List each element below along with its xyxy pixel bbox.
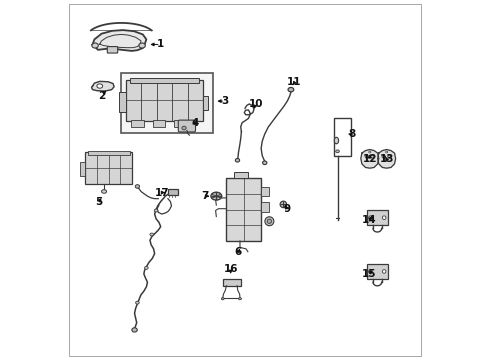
Polygon shape [378,149,395,168]
Text: 14: 14 [362,215,376,225]
Text: 12: 12 [363,154,377,164]
Ellipse shape [280,201,287,208]
Bar [153,120,166,127]
Text: 13: 13 [379,154,394,164]
Bar [367,264,388,279]
Ellipse shape [221,298,224,300]
Bar [223,279,241,286]
Bar [80,162,85,176]
Bar [88,150,130,155]
Ellipse shape [101,190,107,193]
Text: 5: 5 [95,197,102,207]
Bar [120,92,126,112]
FancyBboxPatch shape [178,120,196,132]
Ellipse shape [267,219,271,224]
Text: 10: 10 [248,99,263,109]
Polygon shape [93,30,147,51]
Bar [203,96,208,110]
Text: 16: 16 [223,264,238,274]
Ellipse shape [368,151,371,153]
Ellipse shape [136,301,139,304]
Bar [262,187,269,196]
Bar [85,152,132,184]
Bar [174,120,187,127]
Bar [131,120,144,127]
Bar [129,78,199,83]
Ellipse shape [239,298,242,300]
Text: 15: 15 [362,269,376,279]
Ellipse shape [371,155,374,158]
Bar [126,80,203,121]
FancyBboxPatch shape [107,46,118,53]
Ellipse shape [135,185,140,188]
Text: 6: 6 [234,247,242,257]
Ellipse shape [182,126,186,130]
Text: 3: 3 [221,96,229,106]
Bar [168,189,178,195]
Ellipse shape [145,266,148,269]
Text: 11: 11 [287,77,302,87]
Bar [234,172,248,178]
Ellipse shape [388,155,392,158]
Text: 4: 4 [191,118,198,128]
Ellipse shape [154,209,158,212]
Ellipse shape [368,216,372,220]
Ellipse shape [150,233,153,236]
Text: 17: 17 [154,188,169,198]
Ellipse shape [368,270,372,273]
Bar [226,178,262,241]
Text: 1: 1 [157,40,164,49]
Ellipse shape [139,43,146,48]
Ellipse shape [235,158,240,162]
Polygon shape [92,81,114,91]
Bar [262,202,269,212]
Polygon shape [361,149,379,168]
Ellipse shape [382,216,386,220]
Ellipse shape [97,84,102,88]
Bar [334,118,351,156]
Ellipse shape [265,217,274,226]
Text: 7: 7 [201,191,209,201]
Bar [122,73,213,134]
Ellipse shape [263,161,267,165]
Ellipse shape [386,151,388,153]
Ellipse shape [382,270,386,273]
Ellipse shape [382,155,386,158]
Ellipse shape [288,87,294,92]
Text: 8: 8 [348,129,355,139]
Ellipse shape [211,192,221,200]
Ellipse shape [334,137,339,144]
Bar [367,211,388,225]
Ellipse shape [92,43,98,48]
Text: 2: 2 [98,91,105,101]
Text: 9: 9 [284,204,291,215]
Ellipse shape [132,328,137,332]
Ellipse shape [336,150,339,153]
Ellipse shape [365,155,368,158]
